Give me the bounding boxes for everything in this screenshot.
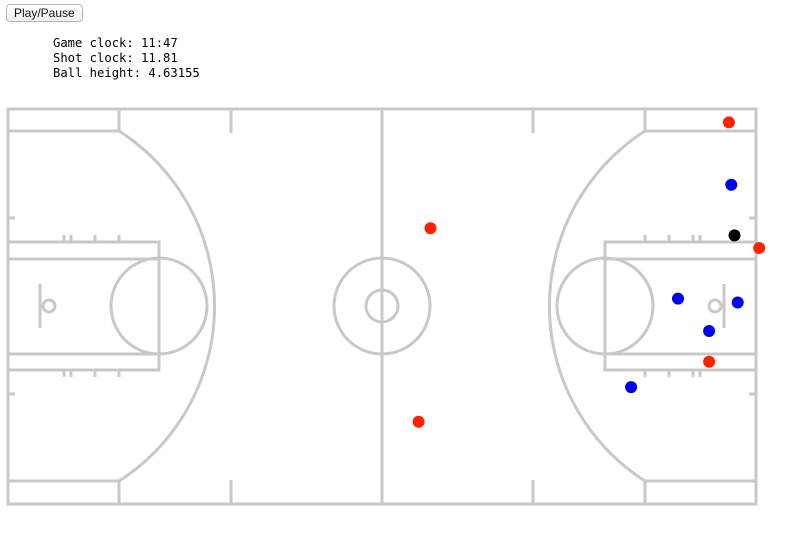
team-a-player-4 [703,355,716,368]
right-free-throw-circle [555,256,655,356]
center-inner-circle [364,288,400,324]
left-hoop [41,298,57,314]
team-b-player-5 [625,381,638,394]
team-b-player-3 [731,296,744,309]
left-half [6,109,233,504]
team-a-player-2 [424,222,437,235]
team-a-player-5 [412,415,425,428]
left-free-throw-circle [109,256,209,356]
ball-height-readout: Ball height: 4.63155 [53,66,200,80]
court-lines [6,107,758,506]
play-pause-button[interactable]: Play/Pause [6,4,83,22]
right-hoop [707,298,723,314]
team-b-player-1 [725,178,738,191]
right-three-point-arc [548,129,646,483]
team-a-player-1 [722,116,735,129]
left-lane [6,240,161,372]
ball-marker [728,229,741,242]
right-half [531,109,758,504]
team-a-player-3 [753,242,766,254]
center-circle [332,256,432,356]
shot-clock-readout: Shot clock: 11.81 [53,51,178,65]
team-b-player-2 [672,292,684,305]
right-lane [603,240,758,372]
game-clock-readout: Game clock: 11:47 [53,36,178,50]
left-three-point-arc [118,129,216,483]
team-b-player-4 [703,325,716,337]
player-markers [412,116,766,428]
